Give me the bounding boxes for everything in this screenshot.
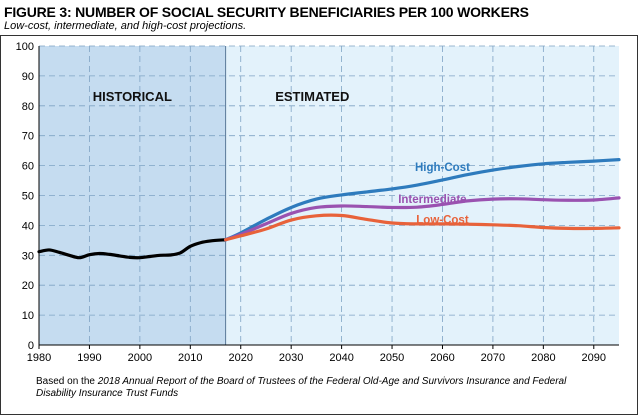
x-tick-label: 2080 <box>531 352 555 364</box>
x-tick-label: 2030 <box>279 352 303 364</box>
x-tick-label: 1980 <box>27 352 51 364</box>
x-tick-label: 2010 <box>178 352 202 364</box>
chart-frame: 0 10 20 30 40 50 60 70 80 90 100 1980 1990 2000 2010 20… <box>0 35 638 415</box>
y-tick-label: 50 <box>22 191 34 203</box>
x-tick-label: 2050 <box>380 352 404 364</box>
source-prefix: Based on the <box>36 376 98 387</box>
y-tick-label: 0 <box>28 340 34 352</box>
region-label-historical: HISTORICAL <box>93 89 172 104</box>
x-tick-label: 2040 <box>329 352 353 364</box>
intermediate-line <box>224 196 621 242</box>
y-tick-label: 80 <box>22 101 34 113</box>
y-tick-label: 40 <box>22 220 34 232</box>
x-tick-label: 1990 <box>77 352 101 364</box>
low-cost-line <box>224 213 621 242</box>
y-tick-label: 30 <box>22 250 34 262</box>
chart-subtitle: Low-cost, intermediate, and high-cost pr… <box>4 20 247 32</box>
y-tick-label: 100 <box>16 41 34 53</box>
x-tick-label: 2020 <box>228 352 252 364</box>
y-tick-label: 90 <box>22 71 34 83</box>
y-tick-label: 20 <box>22 280 34 292</box>
x-tick-label: 2090 <box>582 352 606 364</box>
historical-line <box>37 238 228 260</box>
region-label-estimated: ESTIMATED <box>275 89 349 104</box>
series-label-high-cost: High-Cost <box>415 162 470 174</box>
source-report-title: 2018 Annual Report of the Board of Trust… <box>36 376 567 399</box>
x-tick-label: 2060 <box>430 352 454 364</box>
source-note: Based on the 2018 Annual Report of the B… <box>36 376 596 400</box>
high-cost-line <box>224 158 621 242</box>
y-tick-label: 10 <box>22 310 34 322</box>
x-tick-label: 2000 <box>128 352 152 364</box>
series-label-intermediate: Intermediate <box>398 194 466 206</box>
y-tick-label: 70 <box>22 131 34 143</box>
chart-title: FIGURE 3: NUMBER OF SOCIAL SECURITY BENE… <box>4 4 529 20</box>
series-label-low-cost: Low-Cost <box>416 214 469 226</box>
y-tick-label: 60 <box>22 161 34 173</box>
x-tick-label: 2070 <box>481 352 505 364</box>
